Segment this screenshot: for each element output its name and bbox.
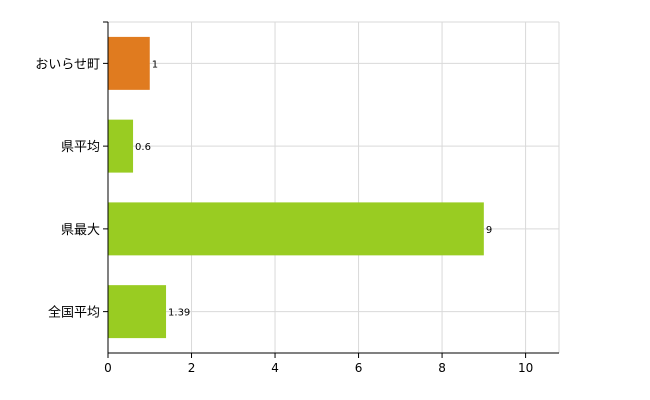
x-tick-label: 6 — [355, 361, 363, 375]
data-label: 9 — [486, 225, 492, 236]
x-tick-label: 4 — [271, 361, 279, 375]
x-tick-label: 10 — [518, 361, 533, 375]
category-label: 県平均 — [61, 140, 100, 155]
data-label: 1.39 — [168, 308, 190, 319]
category-label: おいらせ町 — [35, 57, 100, 72]
bar — [108, 285, 167, 339]
category-label: 県最大 — [61, 223, 100, 238]
bar — [108, 36, 150, 90]
bar — [108, 119, 134, 173]
bars — [108, 36, 484, 339]
data-label: 0.6 — [135, 142, 151, 153]
bar — [108, 202, 484, 256]
x-tick-label: 8 — [438, 361, 446, 375]
category-label: 全国平均 — [48, 305, 100, 321]
gridlines — [108, 21, 560, 353]
x-tick-label: 0 — [104, 361, 112, 375]
x-tick-label: 2 — [188, 361, 196, 375]
labels: 0 2 4 6 8 10 おいらせ町 1 県平均 0.6 県最大 9 全国平均 1.39 — [35, 21, 533, 375]
axes — [107, 22, 559, 354]
data-label: 1 — [152, 59, 158, 70]
